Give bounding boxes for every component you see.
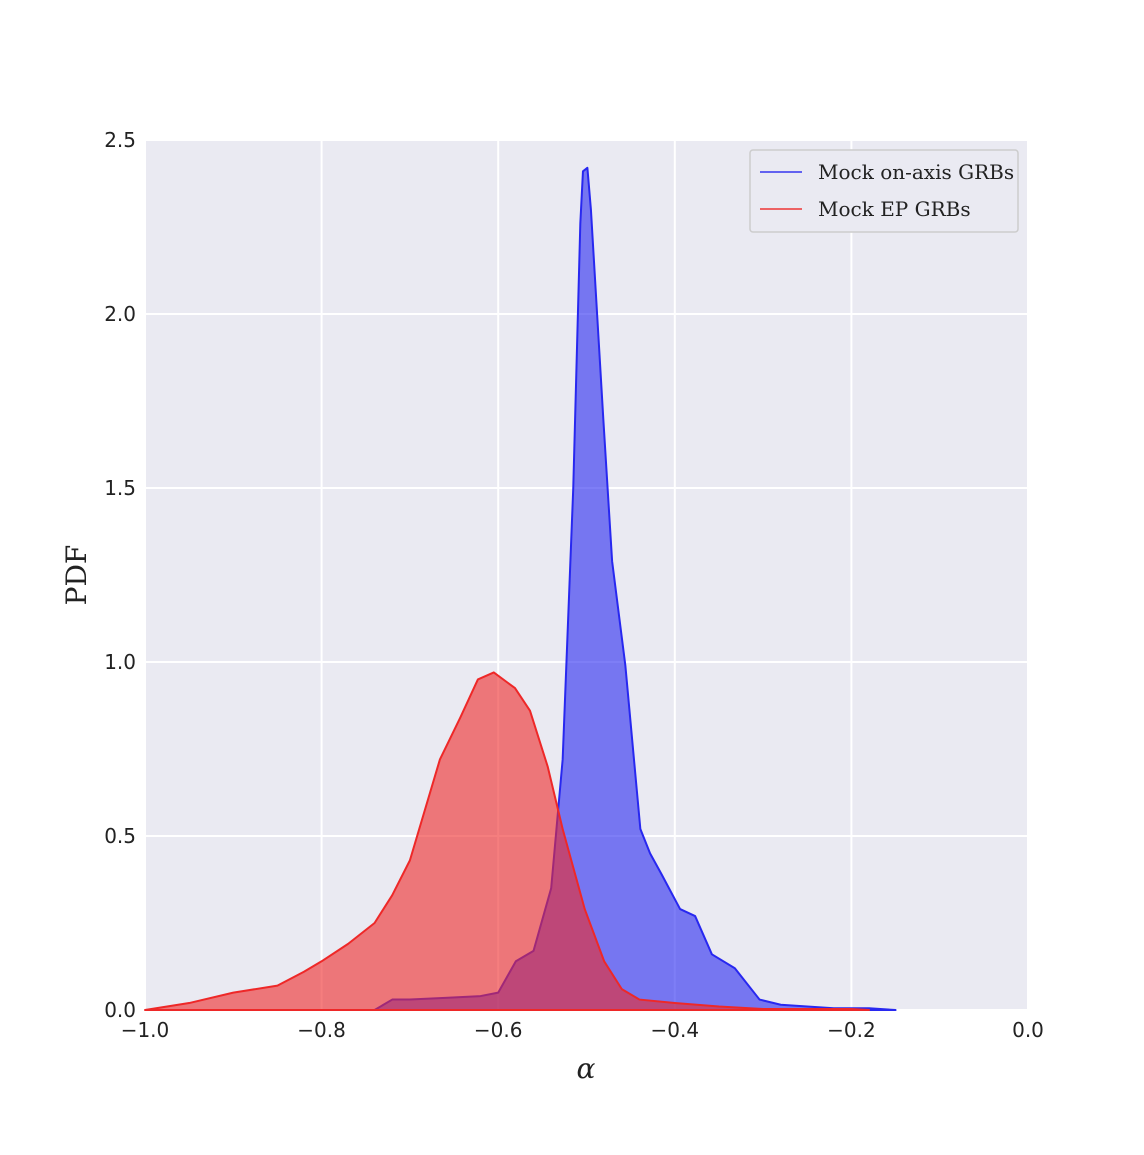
x-tick-label: −0.4 [651,1018,700,1042]
x-tick-label: −0.2 [827,1018,876,1042]
x-tick-label: 0.0 [1012,1018,1044,1042]
y-tick-label: 1.0 [104,650,136,674]
legend-label: Mock on-axis GRBs [818,160,1014,184]
y-tick-label: 2.0 [104,302,136,326]
y-tick-label: 2.5 [104,128,136,152]
y-axis-label: PDF [60,545,93,606]
y-tick-label: 1.5 [104,476,136,500]
x-axis-label: α [577,1052,596,1085]
y-tick-label: 0.0 [104,998,136,1022]
legend-label: Mock EP GRBs [818,197,971,221]
density-area [144,671,871,1011]
x-tick-label: −0.6 [474,1018,523,1042]
legend-box [749,149,1019,233]
x-tick-label: −0.8 [297,1018,346,1042]
x-tick-label: −1.0 [121,1018,170,1042]
y-tick-label: 0.5 [104,824,136,848]
